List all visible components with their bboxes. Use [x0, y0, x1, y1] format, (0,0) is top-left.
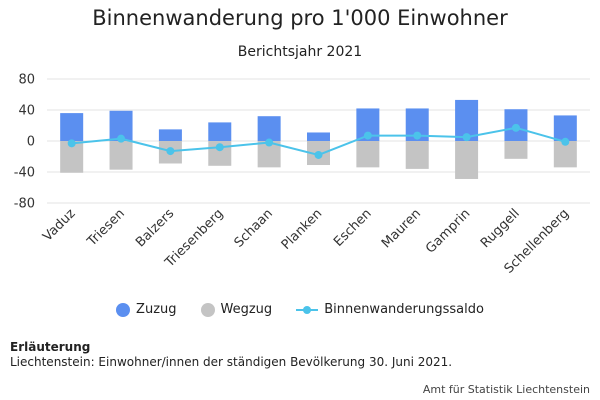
legend-label-zuzug: Zuzug	[136, 302, 177, 317]
bar-zuzug	[405, 108, 429, 141]
bar-zuzug	[356, 108, 380, 141]
bar-wegzug	[257, 141, 281, 168]
legend-label-saldo: Binnenwanderungssaldo	[324, 302, 484, 317]
y-tick-label: 80	[18, 73, 35, 88]
saldo-point	[462, 133, 471, 142]
x-tick-label: Mauren	[379, 206, 424, 251]
saldo-point	[363, 131, 372, 140]
chart-title: Binnenwanderung pro 1'000 Einwohner	[92, 6, 508, 30]
saldo-point	[561, 137, 570, 146]
x-tick-label: Balzers	[133, 206, 177, 250]
x-tick-label: Eschen	[331, 206, 375, 250]
legend-swatch-zuzug	[116, 302, 131, 317]
x-tick-label: Planken	[279, 206, 326, 253]
y-tick-label: -40	[14, 166, 35, 181]
bar-zuzug	[307, 132, 330, 141]
saldo-point	[314, 150, 323, 159]
saldo-point	[511, 123, 520, 132]
bar-wegzug	[60, 141, 84, 173]
bar-zuzug	[158, 129, 182, 141]
y-tick-label: -80	[14, 197, 35, 212]
legend-item-wegzug[interactable]: Wegzug	[200, 302, 273, 317]
bar-wegzug	[405, 141, 429, 169]
bar-wegzug	[455, 141, 479, 179]
footnote-text: Liechtenstein: Einwohner/innen der ständ…	[10, 355, 453, 369]
x-tick-label: Triesen	[84, 206, 128, 250]
saldo-point	[67, 139, 76, 148]
legend-swatch-saldo	[296, 303, 319, 317]
saldo-point	[265, 138, 274, 147]
bar-wegzug	[504, 141, 528, 159]
bar-zuzug	[208, 122, 232, 141]
bar-zuzug	[257, 116, 281, 141]
bar-wegzug	[109, 141, 133, 170]
bar-zuzug	[109, 110, 133, 141]
bar-zuzug	[553, 115, 577, 141]
bar-wegzug	[356, 141, 380, 168]
x-tick-label: Ruggell	[478, 206, 523, 251]
chart-legend: Zuzug Wegzug Binnenwanderungssaldo	[0, 302, 600, 317]
bar-zuzug	[60, 113, 84, 141]
saldo-point	[166, 147, 175, 156]
bar-wegzug	[553, 141, 577, 168]
legend-item-zuzug[interactable]: Zuzug	[116, 302, 177, 317]
legend-label-wegzug: Wegzug	[220, 302, 273, 317]
footnote-heading: Erläuterung	[10, 340, 91, 354]
y-tick-label: 0	[27, 135, 35, 150]
legend-item-saldo[interactable]: Binnenwanderungssaldo	[296, 302, 484, 317]
y-tick-label: 40	[18, 104, 35, 119]
x-tick-label: Vaduz	[40, 206, 78, 244]
footnote: Erläuterung Liechtenstein: Einwohner/inn…	[10, 340, 452, 370]
x-tick-label: Gamprin	[423, 206, 473, 256]
source-credit: Amt für Statistik Liechtenstein	[422, 383, 590, 396]
saldo-point	[117, 134, 126, 143]
saldo-point	[413, 131, 422, 140]
legend-swatch-wegzug	[200, 302, 215, 317]
chart-subtitle: Berichtsjahr 2021	[237, 44, 363, 60]
saldo-point	[215, 143, 224, 152]
x-tick-label: Schaan	[232, 206, 276, 250]
bar-zuzug	[455, 99, 479, 141]
